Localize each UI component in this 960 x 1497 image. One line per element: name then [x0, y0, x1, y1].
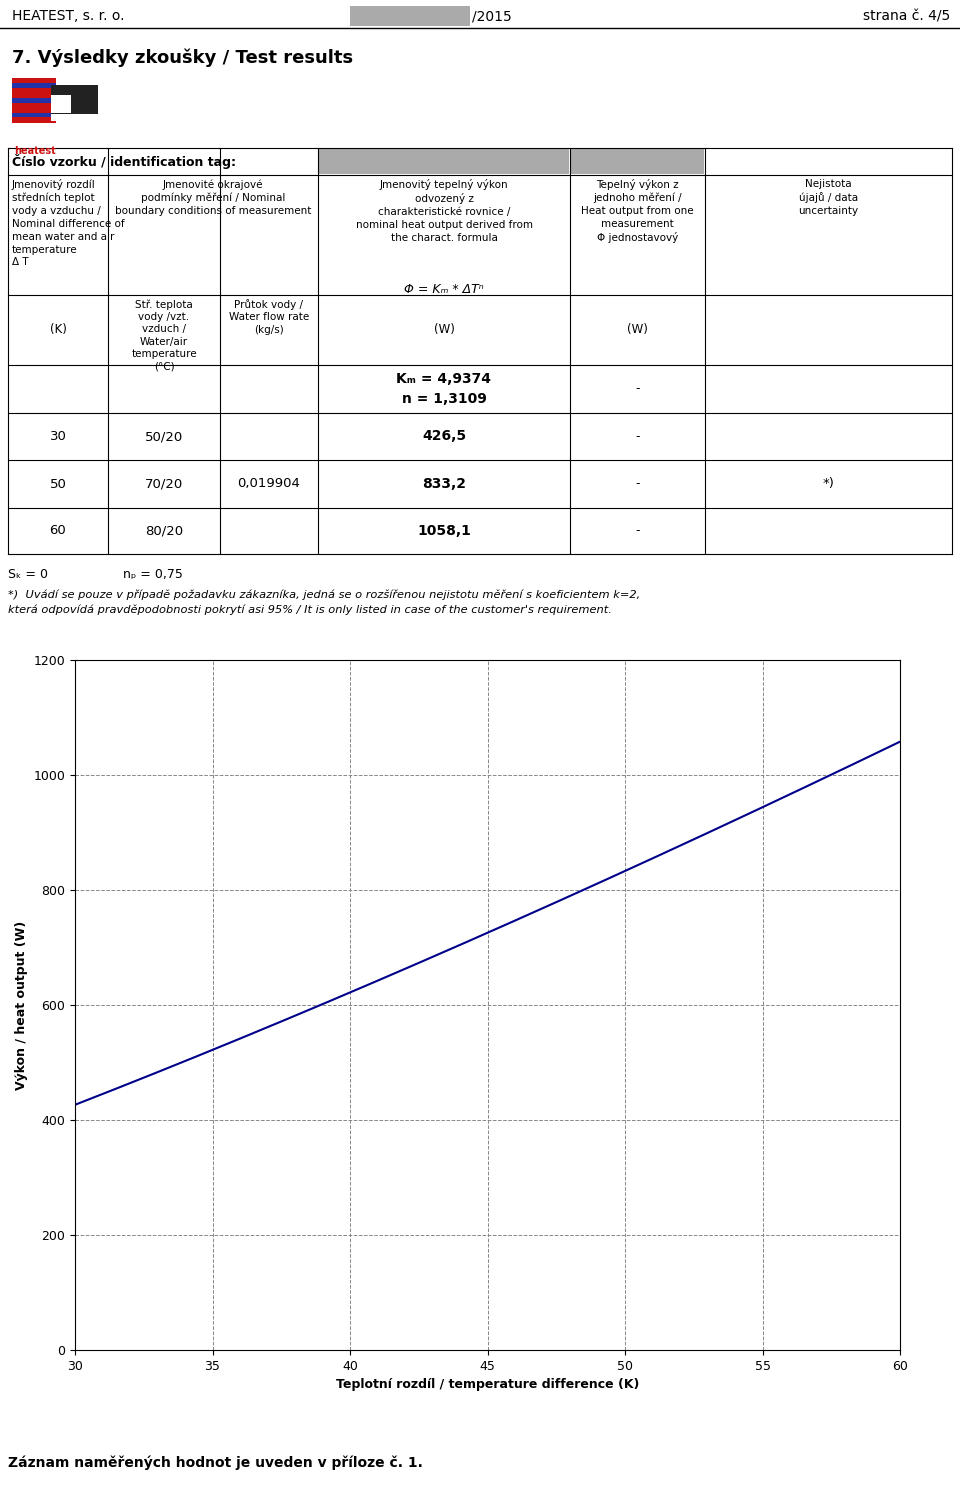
Text: (K): (K) — [50, 323, 66, 337]
Bar — [569, 150, 571, 174]
Text: 70/20: 70/20 — [145, 478, 183, 491]
Bar — [219, 150, 221, 174]
Bar — [51, 114, 99, 121]
Text: Záznam naměřených hodnot je uveden v příloze č. 1.: Záznam naměřených hodnot je uveden v pří… — [8, 1455, 422, 1470]
Text: -: - — [636, 430, 639, 443]
Text: heatest: heatest — [14, 147, 56, 156]
Text: Stř. teplota
vody /vzt.
vzduch /
Water/air
temperature
(°C): Stř. teplota vody /vzt. vzduch / Water/a… — [132, 299, 197, 371]
Text: Tepelný výkon z
jednoho měření /
Heat output from one
measurement
Φ jednostavový: Tepelný výkon z jednoho měření / Heat ou… — [581, 180, 694, 243]
Text: 80/20: 80/20 — [145, 524, 183, 537]
Bar — [51, 85, 99, 121]
Text: /2015: /2015 — [472, 9, 512, 22]
Text: Číslo vzorku / identification tag:: Číslo vzorku / identification tag: — [12, 154, 236, 169]
Bar — [318, 150, 704, 174]
Text: (W): (W) — [434, 323, 454, 337]
Text: 50/20: 50/20 — [145, 430, 183, 443]
Text: n = 1,3109: n = 1,3109 — [401, 392, 487, 406]
Text: Jmenovité okrajové
podmínky měření / Nominal
boundary conditions of measurement: Jmenovité okrajové podmínky měření / Nom… — [115, 180, 311, 216]
Text: (W): (W) — [627, 323, 648, 337]
Text: 426,5: 426,5 — [422, 430, 466, 443]
Y-axis label: Výkon / heat output (W): Výkon / heat output (W) — [14, 921, 28, 1090]
Text: 60: 60 — [50, 524, 66, 537]
Bar — [12, 97, 57, 103]
Text: Jmenovitý rozdíl
středních teplot
vody a vzduchu /
Nominal difference of
mean wa: Jmenovitý rozdíl středních teplot vody a… — [12, 180, 125, 268]
Text: Nejistota
újajů / data
uncertainty: Nejistota újajů / data uncertainty — [799, 180, 858, 216]
X-axis label: Teplotní rozdíl / temperature difference (K): Teplotní rozdíl / temperature difference… — [336, 1379, 639, 1391]
Text: 1058,1: 1058,1 — [417, 524, 471, 537]
Text: -: - — [636, 478, 639, 491]
Text: *)  Uvádí se pouze v případě požadavku zákazníka, jedná se o rozšířenou nejistot: *) Uvádí se pouze v případě požadavku zá… — [8, 590, 640, 615]
Text: Sₖ = 0: Sₖ = 0 — [8, 567, 48, 581]
Bar — [12, 78, 57, 123]
Text: -: - — [636, 383, 639, 395]
Bar — [107, 150, 109, 174]
Text: strana č. 4/5: strana č. 4/5 — [863, 9, 950, 22]
Bar — [350, 6, 470, 25]
Text: -: - — [636, 524, 639, 537]
Bar — [12, 112, 57, 117]
Text: 50: 50 — [50, 478, 66, 491]
Text: 7. Výsledky zkoušky / Test results: 7. Výsledky zkoušky / Test results — [12, 49, 353, 67]
Text: Jmenovitý tepelný výkon
odvozený z
charakteristické rovnice /
nominal heat outpu: Jmenovitý tepelný výkon odvozený z chara… — [355, 180, 533, 243]
Text: nₚ = 0,75: nₚ = 0,75 — [123, 567, 182, 581]
Text: Φ = Kₘ * ΔTⁿ: Φ = Kₘ * ΔTⁿ — [404, 283, 484, 296]
Bar — [12, 82, 57, 88]
Text: 0,019904: 0,019904 — [237, 478, 300, 491]
Text: *): *) — [823, 478, 834, 490]
Text: 833,2: 833,2 — [422, 478, 466, 491]
Text: Průtok vody /
Water flow rate
(kg/s): Průtok vody / Water flow rate (kg/s) — [228, 299, 309, 335]
Text: Kₘ = 4,9374: Kₘ = 4,9374 — [396, 371, 492, 386]
Text: HEATEST, s. r. o.: HEATEST, s. r. o. — [12, 9, 125, 22]
Bar — [51, 96, 71, 112]
Text: 30: 30 — [50, 430, 66, 443]
